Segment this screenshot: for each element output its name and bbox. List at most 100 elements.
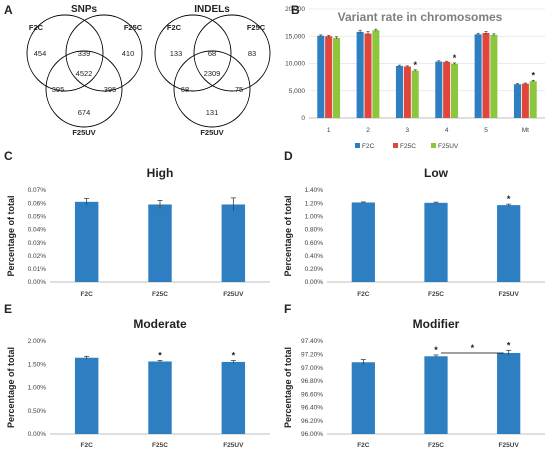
- venn-label-f25c: F25C: [124, 23, 143, 32]
- venn-title: INDELs: [194, 4, 230, 15]
- y-axis-label: Percentage of total: [283, 195, 293, 276]
- chart-title: High: [147, 166, 174, 180]
- bar: [497, 205, 521, 282]
- chart-b-variant-rate: Variant rate in chromosomes 0 5,000 10,000 1…: [285, 6, 545, 150]
- y-tick-label: 0.80%: [305, 227, 324, 234]
- venn-circle-f25c: [193, 14, 271, 92]
- venn-region-f2c-f25c: 339: [78, 49, 91, 58]
- significance-star: *: [507, 340, 511, 350]
- bar: [435, 61, 443, 118]
- significance-star: *: [232, 351, 236, 361]
- bar: [513, 84, 521, 118]
- bar: [148, 361, 172, 434]
- y-tick-label: 1.20%: [305, 200, 324, 207]
- y-axis-label: Percentage of total: [283, 347, 293, 428]
- venn-region-f2c-f25uv: 68: [181, 85, 189, 94]
- bar: [351, 362, 375, 434]
- x-tick-label: F25C: [428, 291, 444, 298]
- bar: [372, 30, 380, 119]
- venn-circle-f2c: [154, 14, 232, 92]
- y-tick-label: 96.00%: [301, 431, 323, 438]
- panel-letter-e: E: [4, 302, 12, 316]
- bracket-label: *: [471, 343, 475, 353]
- x-tick-label: 5: [484, 127, 488, 134]
- legend-swatch: [355, 143, 360, 148]
- legend-swatch: [431, 143, 436, 148]
- bar: [403, 66, 411, 118]
- chart-f-modifier: Modifier 96.00% 96.20% 96.40% 96.60% 96.80% 97…: [283, 317, 545, 449]
- x-tick-label: 4: [445, 127, 449, 134]
- y-tick-label: 0.60%: [305, 240, 324, 247]
- bar: [364, 33, 372, 118]
- panel-letter-c: C: [4, 149, 13, 163]
- bar: [351, 202, 375, 282]
- y-tick-label: 96.20%: [301, 418, 323, 425]
- y-tick-label: 1.40%: [305, 187, 324, 194]
- venn-circle-f2c: [26, 14, 104, 92]
- x-tick-label: 2: [366, 127, 370, 134]
- y-tick-label: 0.00%: [305, 279, 324, 286]
- chart-title: Moderate: [133, 317, 187, 331]
- y-tick-label: 0.02%: [28, 253, 47, 260]
- x-tick-label: 3: [406, 127, 410, 134]
- bar: [424, 202, 448, 282]
- x-tick-label: F25UV: [223, 291, 244, 298]
- venn-circle-f25uv: [173, 50, 251, 128]
- chart-c-high: High 0.00% 0.01% 0.02% 0.03% 0.04% 0.05% 0.06% 0…: [6, 166, 270, 298]
- y-tick-label: 0.04%: [28, 227, 47, 234]
- y-tick-label: 15,000: [285, 33, 305, 40]
- bar: [490, 34, 498, 119]
- chart-title: Variant rate in chromosomes: [338, 10, 503, 24]
- bar: [497, 352, 521, 434]
- bar: [333, 37, 341, 119]
- bar: [482, 32, 490, 119]
- bar: [74, 357, 99, 434]
- y-tick-label: 97.20%: [301, 351, 323, 358]
- y-tick-label: 0.05%: [28, 213, 47, 220]
- bar: [411, 70, 419, 118]
- bar: [395, 65, 403, 118]
- bar: [221, 361, 246, 434]
- y-tick-label: 0.20%: [305, 266, 324, 273]
- chart-e-moderate: Moderate 0.00% 0.50% 1.00% 1.50% 2.00% Percent…: [6, 317, 270, 449]
- x-tick-label: Mt: [522, 127, 529, 134]
- bar: [317, 35, 325, 118]
- x-tick-label: F2C: [357, 291, 370, 298]
- venn-label-f25c: F25C: [247, 23, 266, 32]
- bar: [443, 61, 451, 118]
- x-tick-label: F25C: [152, 442, 168, 449]
- bar: [325, 36, 333, 118]
- significance-star: *: [507, 194, 511, 204]
- x-tick-label: F25UV: [499, 442, 520, 449]
- bar: [451, 63, 459, 118]
- chart-d-low: Low 0.00% 0.20% 0.40% 0.60% 0.80% 1.00% 1.20% 1.…: [283, 166, 545, 298]
- panel-letter-d: D: [284, 149, 293, 163]
- bar: [424, 356, 448, 434]
- significance-star: *: [434, 345, 438, 355]
- x-tick-label: F25UV: [499, 291, 520, 298]
- y-tick-label: 0.03%: [28, 240, 47, 247]
- significance-star: *: [158, 351, 162, 361]
- y-tick-label: 1.00%: [305, 213, 324, 220]
- y-tick-label: 0.50%: [28, 408, 47, 415]
- y-tick-label: 97.40%: [301, 338, 323, 345]
- legend-swatch: [393, 143, 398, 148]
- y-tick-label: 1.50%: [28, 361, 47, 368]
- venn-region-f2c-f25c: 68: [208, 49, 216, 58]
- x-tick-label: F25C: [152, 291, 168, 298]
- venn-region-only-f25uv: 674: [78, 108, 91, 117]
- y-tick-label: 0.40%: [305, 253, 324, 260]
- significance-star: *: [453, 53, 457, 63]
- y-tick-label: 96.60%: [301, 391, 323, 398]
- venn-region-only-f25c: 83: [248, 49, 256, 58]
- y-tick-label: 5,000: [289, 88, 306, 95]
- y-tick-label: 0.06%: [28, 200, 47, 207]
- y-tick-label: 20,000: [285, 6, 305, 13]
- venn-region-only-f2c: 454: [34, 49, 47, 58]
- venn-region-f25c-f25uv: 75: [235, 85, 243, 94]
- y-tick-label: 1.00%: [28, 385, 47, 392]
- y-tick-label: 2.00%: [28, 338, 47, 345]
- chart-title: Modifier: [413, 317, 460, 331]
- y-tick-label: 0.00%: [28, 431, 47, 438]
